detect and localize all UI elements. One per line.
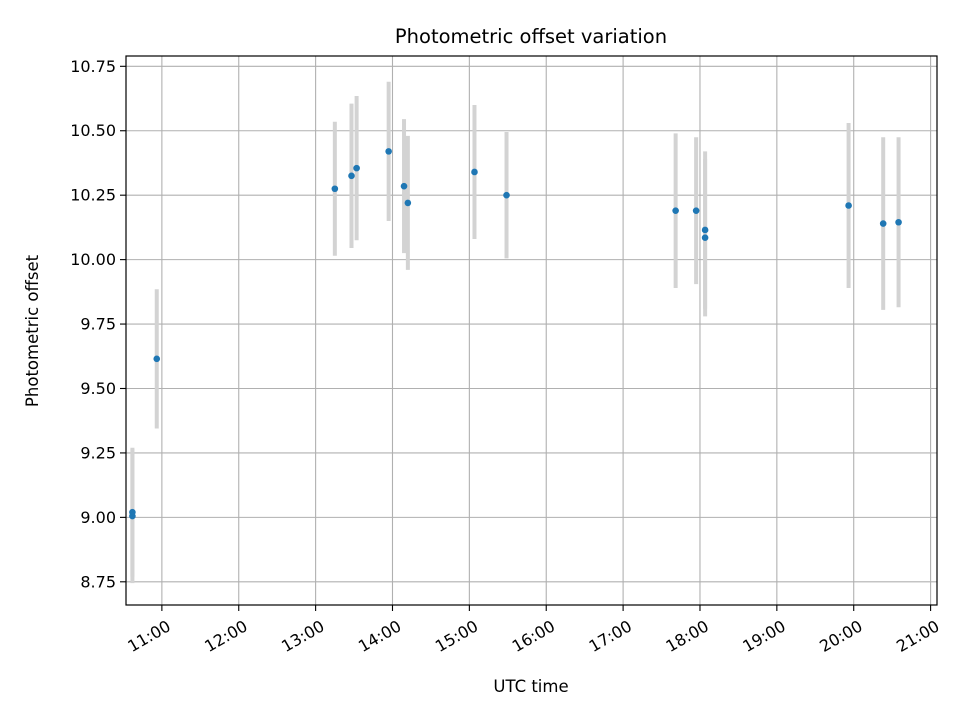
plot-area xyxy=(126,56,937,605)
y-tick-label: 8.75 xyxy=(80,572,116,591)
data-point xyxy=(400,182,408,190)
y-axis: 8.75 9.00 9.25 9.50 9.75 10.00 10.25 10.50 10.75 xyxy=(70,57,126,591)
data-point xyxy=(353,164,360,172)
x-gridlines xyxy=(161,56,932,605)
data-point xyxy=(879,220,887,227)
data-point xyxy=(895,218,902,226)
y-tick-label: 9.25 xyxy=(80,443,116,462)
data-point xyxy=(153,355,161,363)
y-tick-label: 9.00 xyxy=(80,508,116,527)
chart-title: Photometric offset variation xyxy=(395,25,667,48)
data-point xyxy=(471,168,478,176)
data-point xyxy=(385,148,392,155)
x-axis-label: UTC time xyxy=(493,677,568,696)
data-point xyxy=(348,172,355,180)
y-tick-label: 9.75 xyxy=(80,315,116,334)
data-point xyxy=(331,185,339,193)
data-point xyxy=(129,512,136,520)
data-point xyxy=(701,226,709,234)
data-point xyxy=(404,199,412,207)
y-tick-label: 10.00 xyxy=(70,250,116,269)
y-axis-label: Photometric offset xyxy=(23,254,42,407)
plot-frame xyxy=(125,55,938,606)
data-point xyxy=(672,207,679,214)
y-tick-label: 9.50 xyxy=(80,379,116,398)
y-gridlines xyxy=(126,65,937,583)
data-points xyxy=(129,148,902,520)
y-tick-label: 10.25 xyxy=(70,186,116,205)
data-point xyxy=(701,234,709,242)
y-tick-label: 10.75 xyxy=(70,57,116,76)
data-point xyxy=(503,191,510,199)
data-point xyxy=(845,202,852,209)
data-point xyxy=(692,207,700,214)
y-tick-label: 10.50 xyxy=(70,121,116,140)
